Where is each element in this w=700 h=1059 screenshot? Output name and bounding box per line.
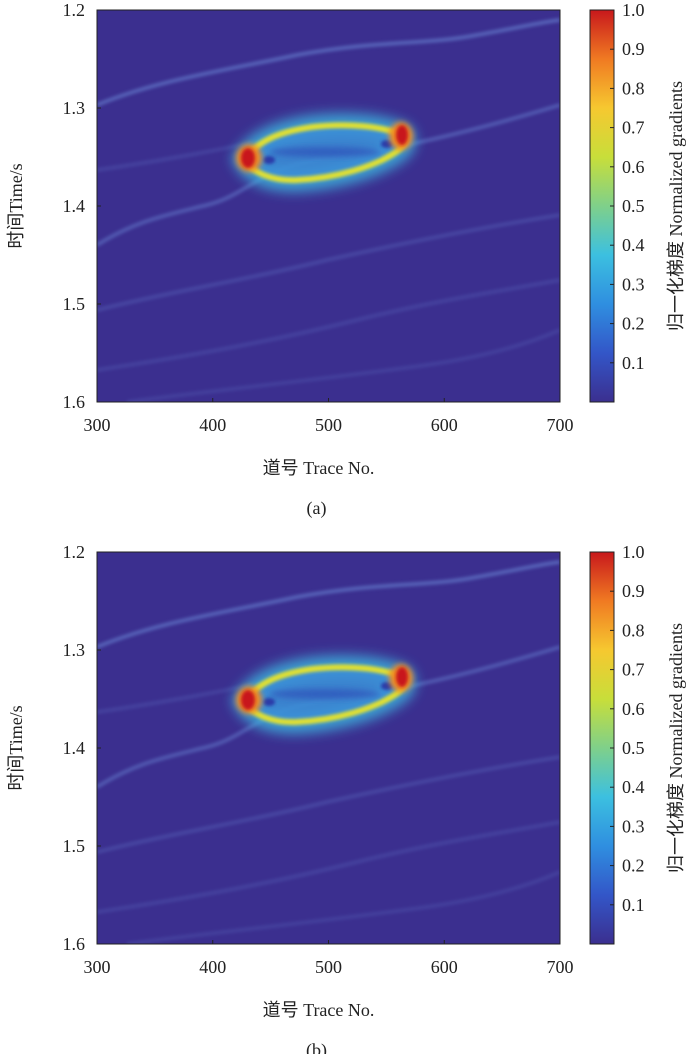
x-tick-label: 300 xyxy=(84,415,111,435)
heatmap xyxy=(97,552,560,944)
inner-spot xyxy=(381,140,393,148)
hot-spot xyxy=(241,148,255,168)
colorbar-label: 归一化梯度 Normalized gradients xyxy=(666,623,686,873)
x-tick-label: 400 xyxy=(199,957,226,977)
colorbar-tick-label: 0.8 xyxy=(622,78,645,98)
y-tick-label: 1.4 xyxy=(63,196,86,216)
y-tick-label: 1.3 xyxy=(63,98,86,118)
y-axis-label: 时间Time/s xyxy=(6,163,26,248)
colorbar-tick-label: 0.1 xyxy=(622,353,645,373)
panel: 300 400 500 600 700 1.2 1.3 1.4 1.5 1.6 道号 Trace N… xyxy=(6,542,686,1059)
hot-spot xyxy=(241,690,255,710)
heatmap-content xyxy=(97,18,560,402)
colorbar-tick-label: 0.4 xyxy=(622,235,645,255)
reflector xyxy=(126,870,560,944)
x-tick-label: 600 xyxy=(431,957,458,977)
x-tick-label: 700 xyxy=(547,415,574,435)
colorbar-tick-label: 0.3 xyxy=(622,816,645,836)
colorbar-tick-label: 0.5 xyxy=(622,738,645,758)
y-tick-label: 1.6 xyxy=(63,392,86,412)
reflector xyxy=(97,755,560,854)
caption: (b) xyxy=(306,1040,327,1054)
colorbar-tick-label: 0.9 xyxy=(622,39,645,59)
colorbar-tick-label: 0.1 xyxy=(622,895,645,915)
x-tick-label: 300 xyxy=(84,957,111,977)
colorbar-tick-label: 0.7 xyxy=(622,660,645,680)
x-tick-label: 600 xyxy=(431,415,458,435)
colorbar-tick-label: 0.5 xyxy=(622,196,645,216)
colorbar-tick-label: 0.9 xyxy=(622,581,645,601)
x-tick-label: 500 xyxy=(315,415,342,435)
reflector xyxy=(126,328,560,402)
inner-core xyxy=(270,689,380,699)
x-tick-label: 700 xyxy=(547,957,574,977)
colorbar-tick-label: 0.7 xyxy=(622,118,645,138)
x-tick-label: 400 xyxy=(199,415,226,435)
y-tick-label: 1.5 xyxy=(63,294,86,314)
reflector xyxy=(97,18,560,107)
inner-spot xyxy=(263,698,275,706)
y-tick-label: 1.3 xyxy=(63,640,86,660)
caption: (a) xyxy=(307,498,327,519)
reflector xyxy=(97,560,560,649)
colorbar-tick-label: 0.6 xyxy=(622,157,645,177)
heatmap xyxy=(97,10,560,402)
colorbar-tick-label: 0.2 xyxy=(622,856,645,876)
y-tick-label: 1.4 xyxy=(63,738,86,758)
heatmap-content xyxy=(97,560,560,944)
x-axis-label: 道号 Trace No. xyxy=(263,458,375,478)
hot-spot xyxy=(396,125,408,145)
x-tick-label: 500 xyxy=(315,957,342,977)
y-tick-label: 1.2 xyxy=(63,0,86,20)
colorbar-tick-label: 1.0 xyxy=(622,542,645,562)
reflector xyxy=(97,278,560,372)
heatmap-bg xyxy=(97,10,560,402)
colorbar-tick-label: 0.2 xyxy=(622,314,645,334)
heatmap-bg xyxy=(97,552,560,944)
y-tick-label: 1.5 xyxy=(63,836,86,856)
colorbar-tick-label: 0.3 xyxy=(622,274,645,294)
colorbar-label: 归一化梯度 Normalized gradients xyxy=(666,81,686,331)
hot-spot xyxy=(396,667,408,687)
y-tick-label: 1.6 xyxy=(63,934,86,954)
colorbar-tick-label: 0.8 xyxy=(622,620,645,640)
y-tick-label: 1.2 xyxy=(63,542,86,562)
panel: 300 400 500 600 700 1.2 1.3 1.4 1.5 1.6 道号 Trace N… xyxy=(6,0,686,519)
y-axis-label: 时间Time/s xyxy=(6,705,26,790)
colorbar-tick-label: 1.0 xyxy=(622,0,645,20)
inner-spot xyxy=(263,156,275,164)
inner-core xyxy=(270,147,380,157)
x-axis-label: 道号 Trace No. xyxy=(263,1000,375,1020)
colorbar-tick-label: 0.6 xyxy=(622,699,645,719)
inner-spot xyxy=(381,682,393,690)
reflector xyxy=(97,213,560,312)
colorbar-tick-label: 0.4 xyxy=(622,777,645,797)
reflector xyxy=(97,820,560,914)
